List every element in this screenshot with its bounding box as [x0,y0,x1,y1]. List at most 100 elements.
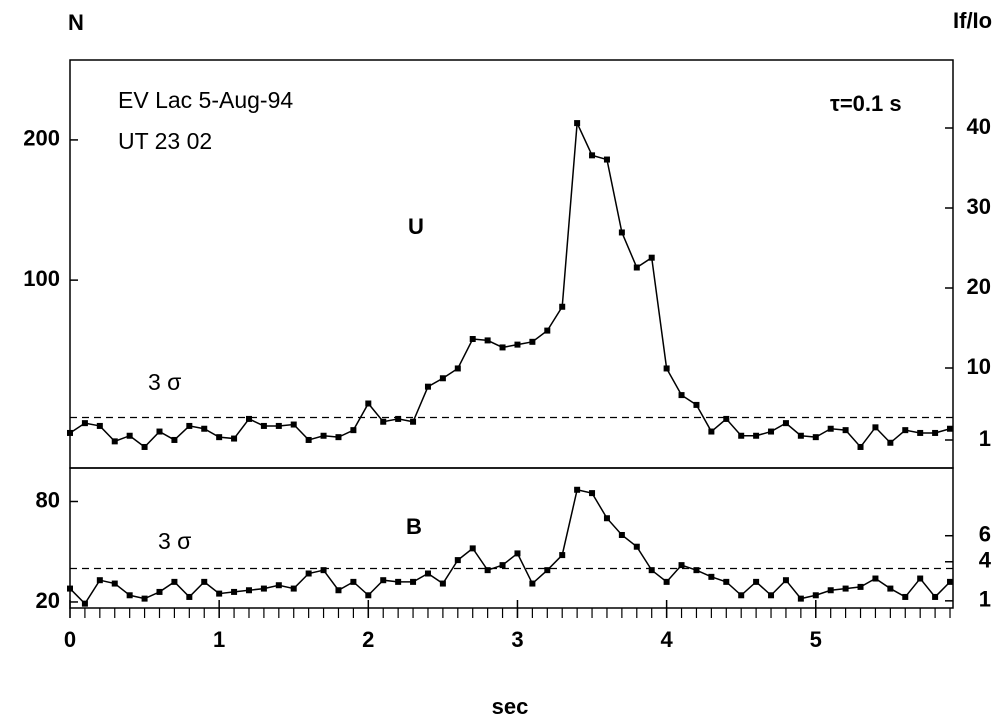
y-tick-label: 80 [36,487,60,512]
x-tick-label: 2 [362,627,374,652]
series-line [69,488,951,605]
marker [782,577,789,584]
marker [484,337,491,344]
marker [231,588,238,595]
marker [395,578,402,585]
marker [156,428,163,435]
marker [529,338,536,345]
plot-frame [69,467,954,609]
marker [96,422,103,429]
marker [454,557,461,564]
marker [544,327,551,334]
marker [827,425,834,432]
y2-tick-label: 10 [967,354,991,379]
marker [67,429,73,436]
marker [260,585,267,592]
marker [559,303,566,310]
marker [574,120,581,127]
marker [439,580,446,587]
marker [603,515,610,522]
marker [589,490,596,497]
marker [245,587,252,594]
threshold-label: 3 σ [158,528,191,554]
marker [514,341,521,348]
y-axis-label: N [68,10,84,35]
series-label: U [408,214,424,239]
marker [410,578,417,585]
y2-axis-label: If/Io [953,8,992,33]
marker [201,425,208,432]
marker [842,585,849,592]
marker [141,595,148,602]
marker [290,585,297,592]
marker [111,580,118,587]
threshold-label: 3 σ [148,369,181,395]
y2-tick-label: 4 [979,548,992,573]
marker [678,392,685,399]
marker [499,562,506,569]
plot-frame [69,59,954,469]
marker [529,580,536,587]
marker [663,578,670,585]
marker [574,486,581,493]
y-tick-label: 200 [23,126,60,151]
marker [872,424,879,431]
marker [708,428,715,435]
x-tick-label: 3 [511,627,523,652]
marker [171,578,178,585]
marker [81,600,88,607]
marker [424,383,431,390]
marker [842,427,849,434]
marker [156,588,163,595]
series-label: B [406,514,422,539]
marker [618,229,625,236]
marker [141,443,148,450]
x-tick-label: 1 [213,627,225,652]
x-tick-label: 0 [64,627,76,652]
marker [380,418,387,425]
marker [111,438,118,445]
marker [797,595,804,602]
marker [275,582,282,589]
marker [424,570,431,577]
y2-tick-label: 30 [967,194,991,219]
marker [290,421,297,428]
marker [186,422,193,429]
marker [753,432,760,439]
marker [693,567,700,574]
y2-tick-label: 20 [967,274,991,299]
marker [350,578,357,585]
marker [857,443,864,450]
marker [484,567,491,574]
marker [186,593,193,600]
marker [365,592,372,599]
marker [380,577,387,584]
marker [305,570,312,577]
marker [618,531,625,538]
y2-tick-label: 6 [979,522,991,547]
y2-tick-label: 40 [967,114,991,139]
marker [902,427,909,434]
marker [768,428,775,435]
marker [439,375,446,382]
marker [917,575,924,582]
marker [67,585,73,592]
marker [410,418,417,425]
marker [678,562,685,569]
marker [335,587,342,594]
marker [633,264,640,271]
annotation: UT 23 02 [118,128,212,154]
marker [499,344,506,351]
marker [738,592,745,599]
marker [216,590,223,597]
marker [469,336,476,343]
marker [872,575,879,582]
marker [648,567,655,574]
marker [917,429,924,436]
marker [693,401,700,408]
marker [663,365,670,372]
marker [320,432,327,439]
y2-tick-label: 1 [979,587,991,612]
marker [738,432,745,439]
marker [812,434,819,441]
